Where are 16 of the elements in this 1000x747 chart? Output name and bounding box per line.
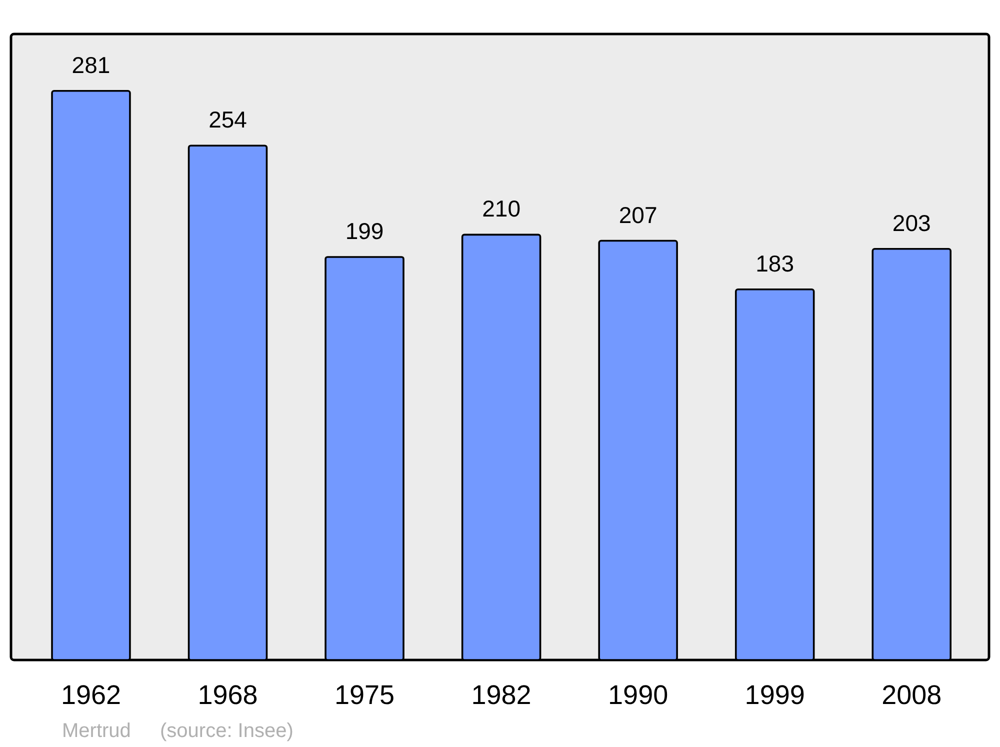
data-label: 183 (756, 250, 794, 276)
data-label: 207 (618, 202, 658, 228)
x-tick-label: 1999 (744, 680, 805, 710)
x-tick-label: 1990 (608, 680, 668, 710)
text: (source: Insee) (160, 720, 294, 742)
data-label: 281 (72, 52, 110, 78)
text: Mertrud (62, 720, 131, 742)
x-tick-label: 1962 (60, 680, 122, 710)
x-tick-label: 1968 (198, 680, 258, 710)
data-label: 254 (208, 106, 248, 133)
data-label: 210 (482, 196, 520, 222)
data-label: 203 (892, 210, 931, 236)
x-tick-label: 1982 (471, 680, 532, 710)
x-tick-label: 1975 (334, 680, 395, 710)
data-label: 199 (345, 218, 384, 244)
x-tick-label: 2008 (882, 680, 942, 710)
